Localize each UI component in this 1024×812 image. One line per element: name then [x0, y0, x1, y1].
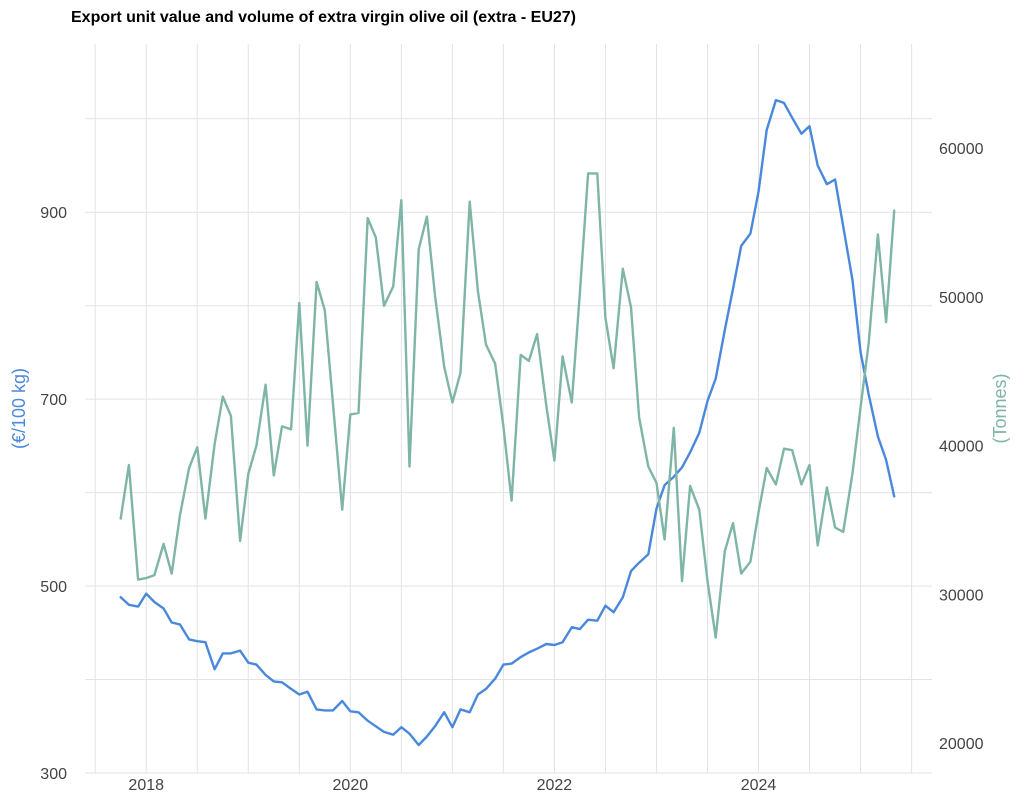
left-tick-label: 500	[40, 579, 67, 596]
axis-ticks: 2018 2020 2022 2024 300 500 700 900 20000 30000 40…	[40, 141, 983, 794]
left-axis-title: (€/100 kg)	[9, 368, 29, 449]
left-tick-label: 700	[40, 392, 67, 409]
right-axis-title: (Tonnes)	[990, 373, 1010, 443]
right-tick-label: 30000	[939, 587, 984, 604]
x-tick-label: 2024	[741, 777, 777, 794]
x-tick-label: 2018	[128, 777, 164, 794]
right-tick-label: 40000	[939, 439, 984, 456]
x-tick-label: 2020	[333, 777, 369, 794]
chart-title: Export unit value and volume of extra vi…	[71, 9, 577, 26]
right-tick-label: 50000	[939, 290, 984, 307]
right-tick-label: 20000	[939, 736, 984, 753]
series-lines	[119, 98, 896, 747]
grid	[85, 44, 932, 774]
volume-line	[119, 172, 896, 639]
left-tick-label: 900	[40, 205, 67, 222]
right-tick-label: 60000	[939, 141, 984, 158]
unit-value-line	[119, 98, 896, 747]
left-tick-label: 300	[40, 766, 67, 783]
x-tick-label: 2022	[537, 777, 573, 794]
